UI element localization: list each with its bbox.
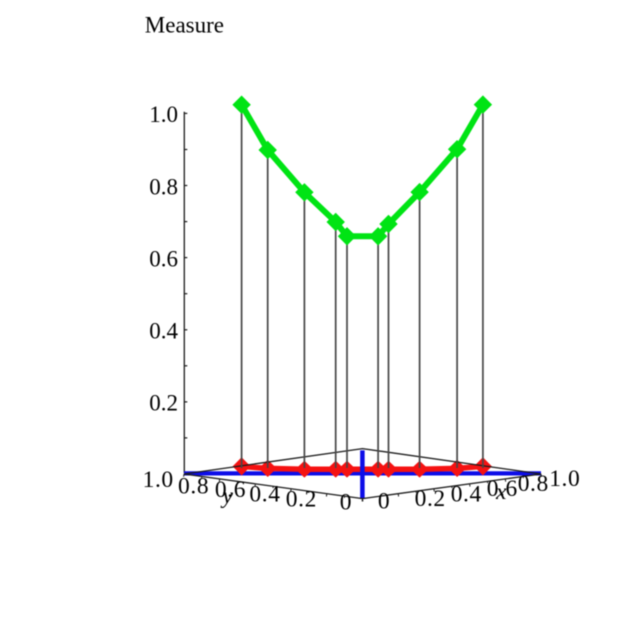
svg-text:0.6: 0.6 bbox=[149, 246, 178, 271]
svg-text:1.0: 1.0 bbox=[143, 467, 174, 493]
svg-text:0: 0 bbox=[378, 489, 390, 515]
svg-text:0.6: 0.6 bbox=[215, 477, 246, 503]
svg-text:0.2: 0.2 bbox=[415, 486, 446, 512]
svg-text:0.6: 0.6 bbox=[487, 476, 518, 502]
svg-text:y: y bbox=[220, 483, 233, 509]
svg-text:0.4: 0.4 bbox=[451, 482, 482, 508]
svg-text:0.4: 0.4 bbox=[149, 319, 178, 344]
svg-text:x: x bbox=[495, 479, 507, 505]
svg-text:0: 0 bbox=[340, 490, 352, 516]
svg-text:0.4: 0.4 bbox=[249, 481, 280, 507]
svg-text:0.8: 0.8 bbox=[178, 474, 209, 500]
svg-text:Measure: Measure bbox=[145, 12, 224, 37]
svg-text:1.0: 1.0 bbox=[149, 102, 178, 127]
svg-text:1.0: 1.0 bbox=[549, 466, 580, 492]
svg-text:0.8: 0.8 bbox=[518, 471, 549, 497]
svg-text:0.2: 0.2 bbox=[149, 391, 178, 416]
svg-text:0.2: 0.2 bbox=[286, 486, 317, 512]
svg-text:0.8: 0.8 bbox=[149, 174, 178, 199]
